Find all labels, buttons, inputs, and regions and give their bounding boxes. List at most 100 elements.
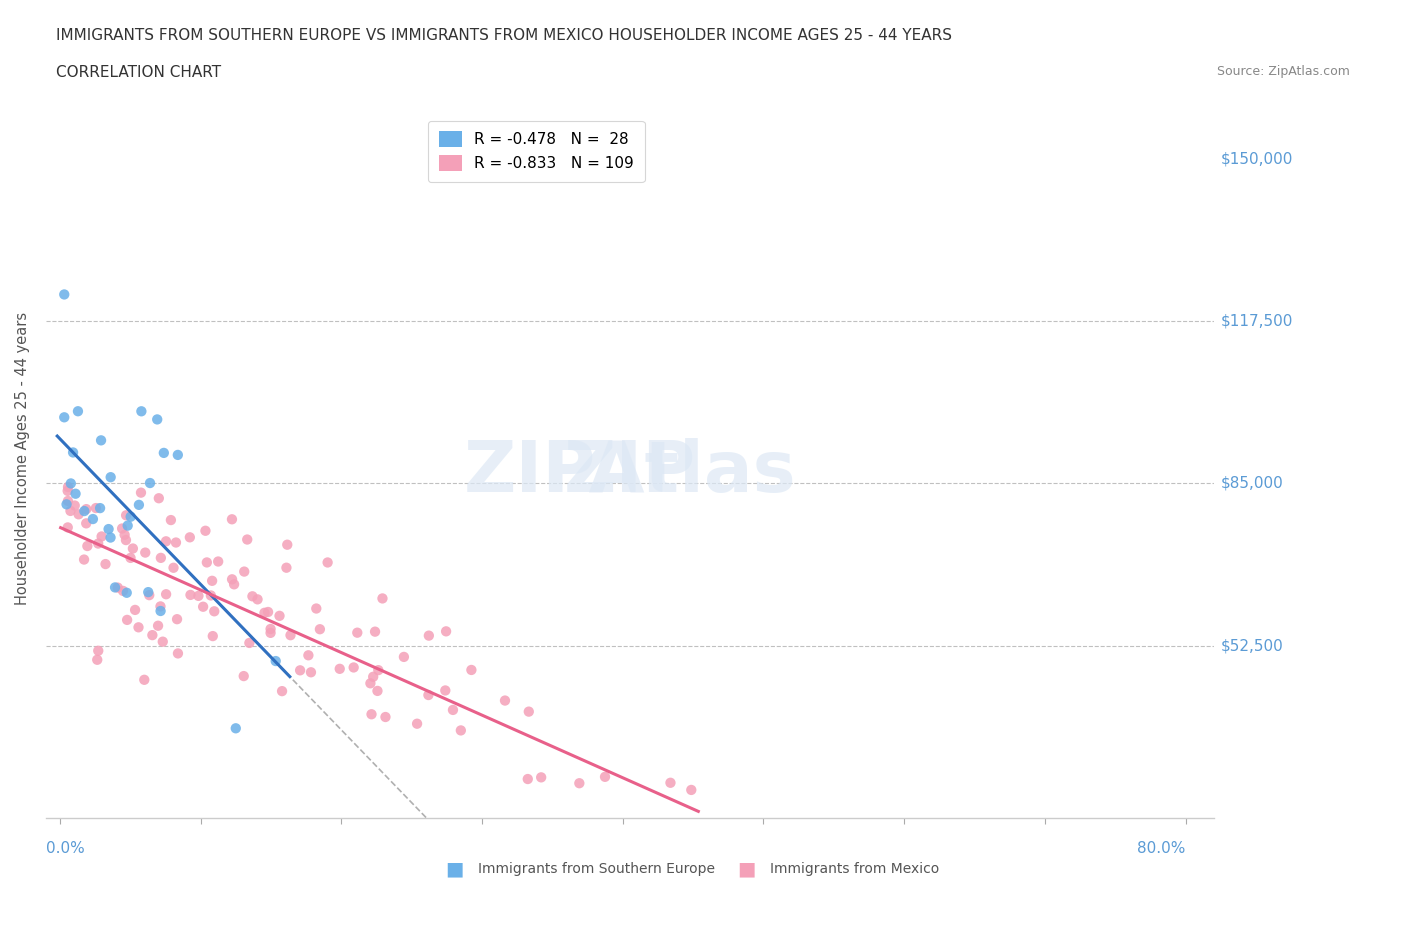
Point <box>128 498 150 512</box>
Point <box>166 612 188 627</box>
Text: ZIPAtlas: ZIPAtlas <box>464 438 796 508</box>
Point <box>179 530 201 545</box>
Point <box>450 723 472 737</box>
Point <box>259 621 281 636</box>
Point <box>73 552 96 567</box>
Point <box>201 629 224 644</box>
Point <box>111 583 134 598</box>
Point <box>134 672 156 687</box>
Point <box>202 604 225 618</box>
Point <box>364 624 387 639</box>
Point <box>460 662 482 677</box>
Point <box>360 707 382 722</box>
Point <box>434 683 457 698</box>
Point <box>225 721 247 736</box>
Point <box>111 521 134 536</box>
Point <box>100 470 122 485</box>
Point <box>75 516 97 531</box>
Point <box>129 485 152 500</box>
Point <box>434 624 457 639</box>
Point <box>494 693 516 708</box>
Point <box>53 287 76 302</box>
Text: IMMIGRANTS FROM SOUTHERN EUROPE VS IMMIGRANTS FROM MEXICO HOUSEHOLDER INCOME AGE: IMMIGRANTS FROM SOUTHERN EUROPE VS IMMIG… <box>56 28 952 43</box>
Point <box>73 504 96 519</box>
Text: Immigrants from Mexico: Immigrants from Mexico <box>770 861 939 875</box>
Point <box>115 585 138 600</box>
Point <box>343 660 366 675</box>
Point <box>124 603 146 618</box>
Point <box>309 622 332 637</box>
Point <box>207 554 229 569</box>
Point <box>593 769 616 784</box>
Y-axis label: Householder Income Ages 25 - 44 years: Householder Income Ages 25 - 44 years <box>15 312 30 605</box>
Point <box>259 626 281 641</box>
Point <box>346 625 368 640</box>
Point <box>162 561 184 576</box>
Point <box>187 589 209 604</box>
Point <box>115 508 138 523</box>
Point <box>115 533 138 548</box>
Point <box>87 536 110 551</box>
Point <box>406 716 429 731</box>
Point <box>276 538 298 552</box>
Point <box>82 512 104 526</box>
Point <box>65 486 87 501</box>
Point <box>276 560 298 575</box>
Point <box>194 524 217 538</box>
Point <box>238 635 260 650</box>
Point <box>84 500 107 515</box>
Text: $150,000: $150,000 <box>1220 152 1294 166</box>
Point <box>90 529 112 544</box>
Point <box>329 661 352 676</box>
Point <box>167 646 190 661</box>
Point <box>201 574 224 589</box>
Point <box>89 500 111 515</box>
Text: CORRELATION CHART: CORRELATION CHART <box>56 65 221 80</box>
Text: ■: ■ <box>737 859 756 878</box>
Point <box>253 605 276 620</box>
Text: Source: ZipAtlas.com: Source: ZipAtlas.com <box>1216 65 1350 78</box>
Point <box>367 663 389 678</box>
Point <box>371 591 394 605</box>
Point <box>149 599 172 614</box>
Point <box>568 776 591 790</box>
Point <box>97 522 120 537</box>
Point <box>62 445 84 460</box>
Point <box>131 404 153 418</box>
Point <box>166 447 188 462</box>
Point <box>280 628 302 643</box>
Point <box>100 530 122 545</box>
Text: 80.0%: 80.0% <box>1137 841 1185 856</box>
Point <box>90 432 112 447</box>
Point <box>221 512 243 526</box>
Point <box>165 535 187 550</box>
Point <box>138 588 160 603</box>
Point <box>316 555 339 570</box>
Point <box>134 545 156 560</box>
Point <box>148 491 170 506</box>
Point <box>63 498 86 513</box>
Point <box>115 613 138 628</box>
Point <box>120 510 142 525</box>
Point <box>681 782 703 797</box>
Point <box>361 670 384 684</box>
Text: $52,500: $52,500 <box>1220 638 1284 653</box>
Point <box>152 634 174 649</box>
Point <box>264 654 287 669</box>
Point <box>366 684 388 698</box>
Point <box>530 770 553 785</box>
Point <box>86 652 108 667</box>
Point <box>122 541 145 556</box>
Point <box>359 676 381 691</box>
Point <box>59 503 82 518</box>
Point <box>56 480 79 495</box>
Point <box>155 587 177 602</box>
Point <box>56 520 79 535</box>
Point <box>114 527 136 542</box>
Point <box>305 601 328 616</box>
Point <box>67 507 90 522</box>
Point <box>232 669 254 684</box>
Point <box>221 572 243 587</box>
Point <box>257 604 280 619</box>
Point <box>179 588 201 603</box>
